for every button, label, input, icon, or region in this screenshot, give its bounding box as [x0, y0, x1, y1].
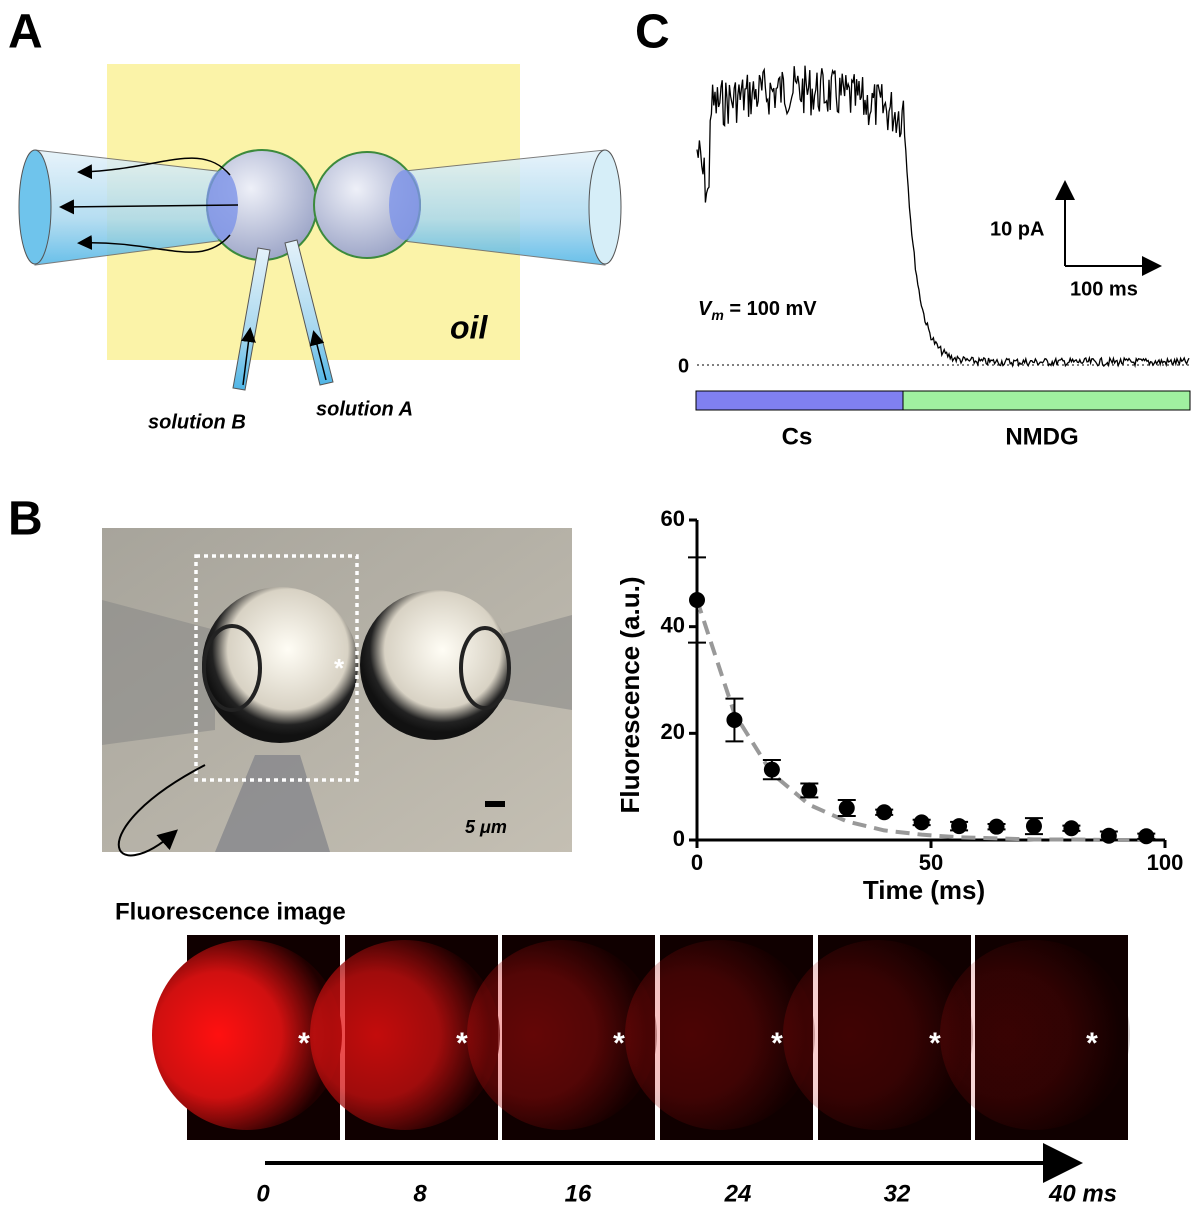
panel-label: B [8, 493, 43, 546]
vm-symbol: V [698, 298, 713, 320]
pipette-end [588, 149, 622, 265]
frame-time: 16 [565, 1180, 592, 1207]
vm-label: Vm = 100 mV [698, 298, 817, 322]
micrograph: * [102, 528, 572, 852]
data-point [876, 804, 893, 821]
fit-line [695, 599, 1147, 842]
data-point [1063, 820, 1080, 837]
y-tick-label: 0 [673, 826, 685, 851]
panel-label: A [8, 6, 43, 59]
fluorescence-glow [152, 940, 342, 1130]
baseline-label: 0 [678, 355, 689, 377]
pipette-label: solution B [148, 411, 246, 433]
oil-label: oil [450, 309, 488, 345]
panel-label: C [635, 6, 670, 59]
y-tick-label: 60 [661, 506, 685, 531]
fluorescence-glow [310, 940, 500, 1130]
y-tick-label: 20 [661, 719, 685, 744]
flow-arrows [59, 157, 327, 386]
data-point [988, 818, 1005, 835]
image-title: Fluorescence image [115, 898, 346, 925]
asterisk: * [929, 1027, 941, 1060]
x-tick-label: 0 [691, 850, 703, 875]
solution-bar-cs [695, 390, 904, 411]
x-tick-label: 100 [1147, 850, 1184, 875]
solution-label: NMDG [1005, 423, 1078, 450]
frame-time: 32 [884, 1180, 911, 1207]
data-point [1025, 818, 1042, 835]
vm-value: = 100 mV [724, 298, 818, 320]
pipette-small [284, 239, 334, 386]
data-point [689, 592, 705, 608]
current-trace [696, 65, 1190, 369]
asterisk: * [1086, 1027, 1098, 1060]
x-axis-label: Time (ms) [863, 875, 985, 905]
fluorescence-glow [625, 940, 815, 1130]
asterisk: * [613, 1027, 625, 1060]
data-point [838, 800, 855, 816]
frame-time: 24 [724, 1180, 752, 1207]
data-point [951, 818, 968, 835]
solution-bar-nmdg [902, 390, 1191, 411]
data-point [763, 761, 780, 778]
link-arrow [117, 764, 206, 857]
svg-text:*: * [334, 653, 345, 683]
y-tick-label: 40 [661, 612, 685, 637]
frame-time: 0 [256, 1180, 270, 1207]
droplet-cap [389, 170, 421, 240]
scale-current: 10 pA [990, 218, 1044, 240]
data-point [726, 712, 743, 728]
asterisk: * [456, 1027, 468, 1060]
y-axis-label: Fluorescence (a.u.) [615, 577, 645, 814]
scale-time: 100 ms [1070, 278, 1138, 300]
scale-bars [1055, 180, 1162, 276]
pipette-end [18, 149, 52, 265]
data-point [1100, 827, 1117, 844]
scale-bar-label: 5 μm [465, 817, 507, 837]
frame-time: 40 ms [1048, 1180, 1117, 1207]
x-tick-label: 50 [919, 850, 943, 875]
data-point [801, 782, 818, 799]
asterisk: * [298, 1027, 310, 1060]
data-point [1138, 828, 1155, 845]
vm-subscript: m [711, 307, 723, 323]
fluorescence-glow [940, 940, 1130, 1130]
data-point [913, 814, 930, 831]
solution-label: Cs [782, 423, 813, 450]
fluorescence-glow [467, 940, 657, 1130]
fluorescence-glow [783, 940, 973, 1130]
asterisk: * [771, 1027, 783, 1060]
pipette-label: solution A [316, 398, 413, 420]
frame-time: 8 [413, 1180, 427, 1207]
